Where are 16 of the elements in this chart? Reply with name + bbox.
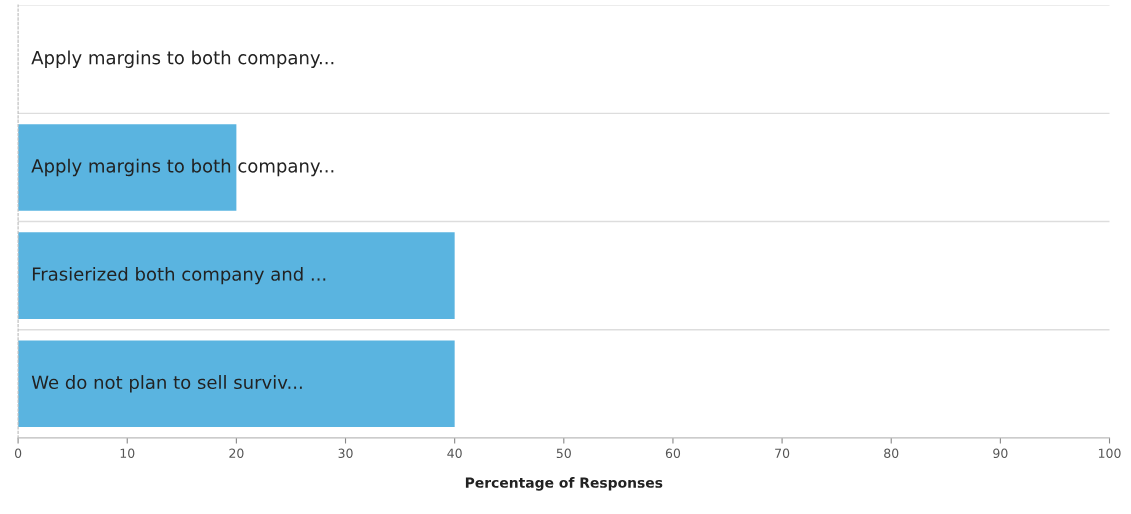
x-tick-label: 50 bbox=[556, 448, 571, 459]
x-tick-label: 90 bbox=[993, 448, 1008, 459]
x-tick-label: 100 bbox=[1098, 448, 1121, 459]
x-tick-label: 60 bbox=[665, 448, 681, 459]
y-tick-label: Apply margins to both company... bbox=[31, 158, 334, 177]
x-tick-label: 10 bbox=[120, 448, 135, 459]
x-tick-label: 20 bbox=[229, 448, 244, 459]
y-tick-label: We do not plan to sell surviv... bbox=[31, 375, 302, 393]
y-tick-label: Apply margins to both company... bbox=[31, 50, 334, 68]
x-tick-label: 40 bbox=[447, 448, 462, 459]
x-tick-label: 70 bbox=[775, 448, 790, 459]
x-axis-title: Percentage of Responses bbox=[465, 477, 663, 491]
y-tick-label: Frasierized both company and ... bbox=[32, 266, 326, 285]
x-tick-label: 80 bbox=[884, 448, 899, 459]
x-tick-label: 30 bbox=[338, 448, 353, 459]
x-tick-label: 0 bbox=[14, 448, 22, 459]
